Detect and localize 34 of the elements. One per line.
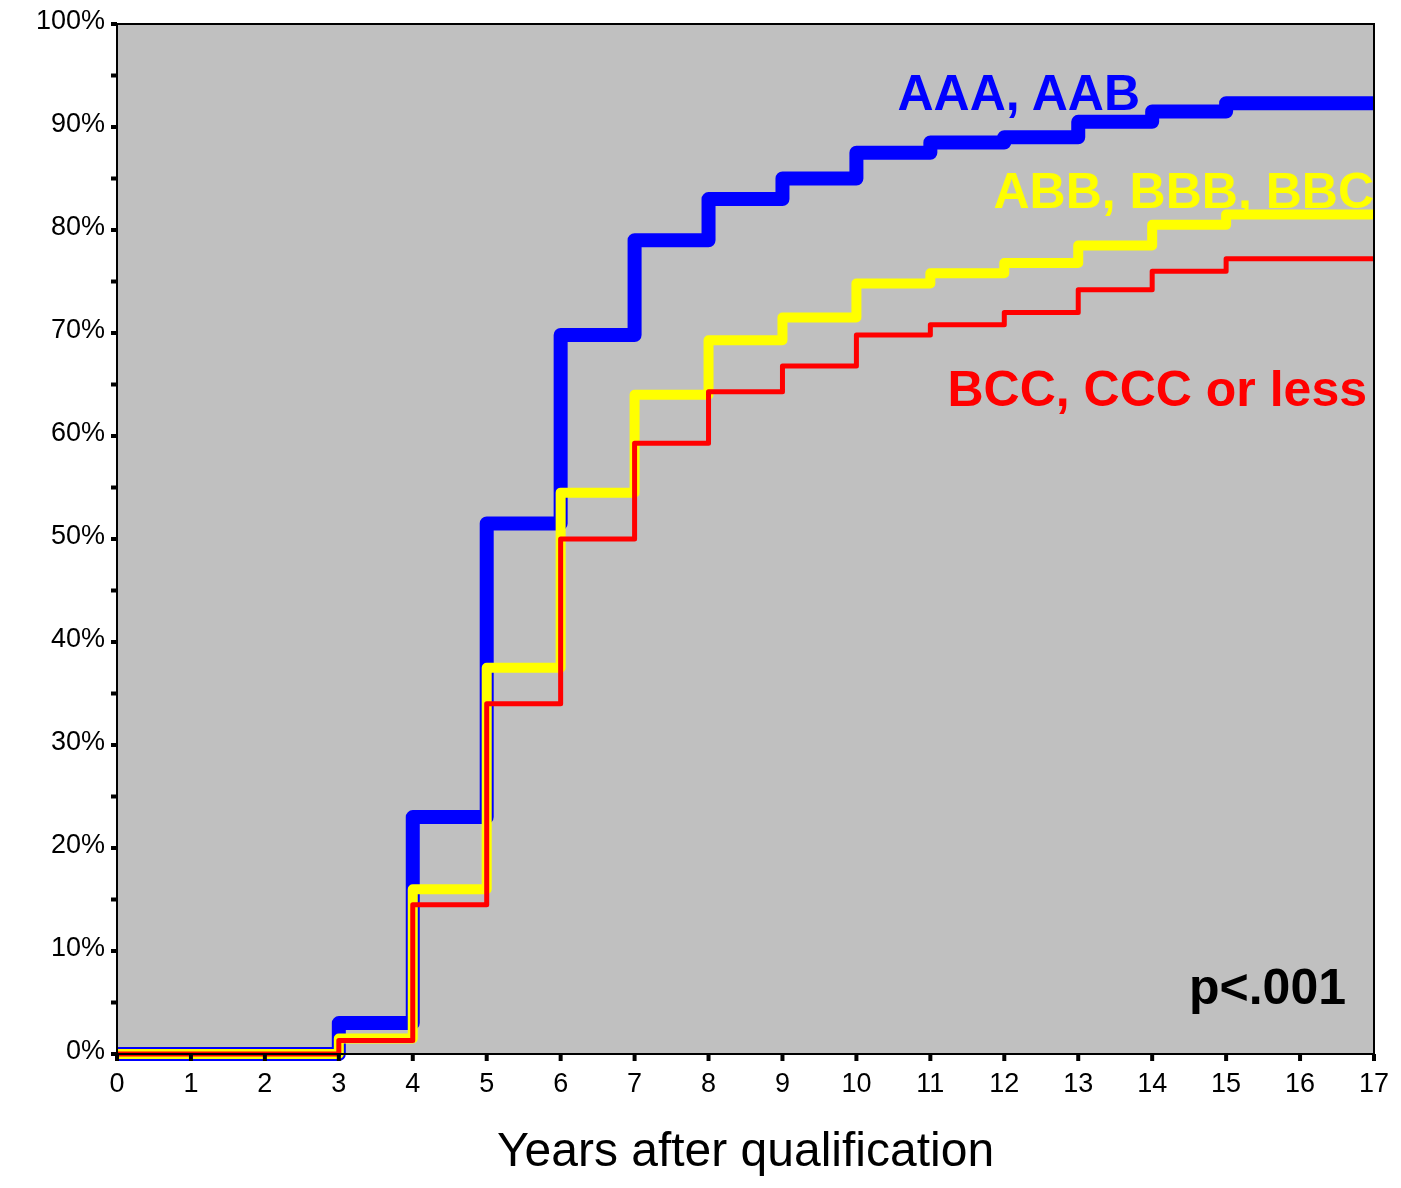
- y-tick-label: 50%: [50, 520, 105, 551]
- y-tick-label: 0%: [65, 1035, 105, 1066]
- x-tick-label: 17: [1358, 1068, 1390, 1098]
- x-tick-label: 9: [774, 1068, 790, 1098]
- x-tick-label: 7: [627, 1068, 643, 1098]
- x-tick-label: 13: [1063, 1068, 1094, 1098]
- x-tick-label: 12: [989, 1068, 1020, 1098]
- x-tick-label: 3: [331, 1068, 347, 1098]
- y-tick-label: 60%: [50, 417, 105, 448]
- series-label: ABB, BBB, BBC: [993, 163, 1374, 219]
- x-tick-label: 10: [841, 1068, 872, 1098]
- x-tick-label: 15: [1211, 1068, 1242, 1098]
- y-tick-label: 10%: [50, 932, 105, 963]
- series-label: BCC, CCC or less: [947, 361, 1367, 417]
- y-tick-label: 30%: [50, 726, 105, 757]
- x-axis-title: Years after qualification: [496, 1123, 995, 1176]
- y-tick-label: 100%: [35, 5, 105, 36]
- x-tick-label: 1: [183, 1068, 199, 1098]
- annotation: p<.001: [1188, 959, 1346, 1015]
- x-tick-label: 2: [257, 1068, 273, 1098]
- x-tick-label: 16: [1285, 1068, 1316, 1098]
- y-tick-label: 40%: [50, 623, 105, 654]
- y-tick-label: 70%: [50, 314, 105, 345]
- x-tick-label: 4: [405, 1068, 421, 1098]
- x-tick-label: 0: [109, 1068, 125, 1098]
- x-tick-label: 14: [1137, 1068, 1168, 1098]
- y-tick-label: 90%: [50, 108, 105, 139]
- y-tick-label: 20%: [50, 829, 105, 860]
- x-tick-label: 5: [479, 1068, 495, 1098]
- y-tick-label: 80%: [50, 211, 105, 242]
- x-tick-label: 8: [701, 1068, 717, 1098]
- series-label: AAA, AAB: [897, 65, 1140, 121]
- x-tick-label: 11: [916, 1068, 945, 1098]
- x-tick-label: 6: [553, 1068, 569, 1098]
